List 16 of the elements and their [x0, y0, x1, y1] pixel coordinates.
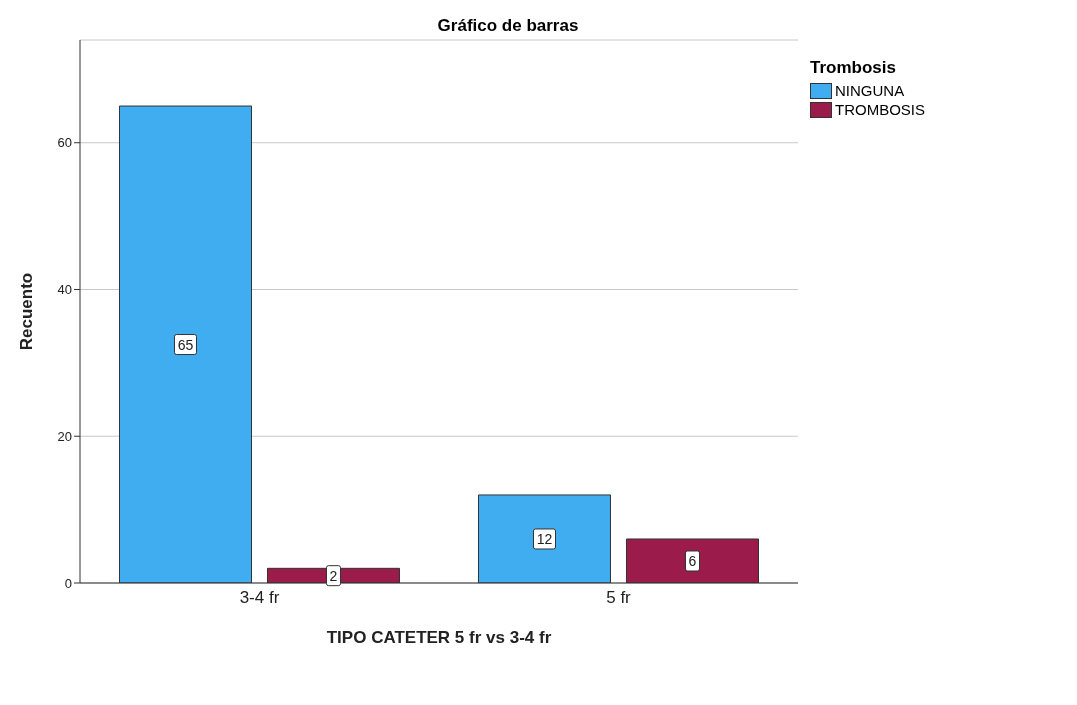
legend-label: TROMBOSIS [835, 101, 926, 118]
y-tick-label: 60 [57, 135, 72, 151]
data-label: 12 [536, 530, 553, 547]
x-axis-title: TIPO CATETER 5 fr vs 3-4 fr [326, 628, 552, 647]
x-tick-label: 3-4 fr [239, 588, 280, 608]
legend-title: Trombosis [810, 58, 897, 78]
x-tick-label: 5 fr [606, 588, 632, 608]
y-axis-title: Recuento [17, 272, 37, 351]
data-label: 2 [329, 567, 338, 584]
chart-title: Gráfico de barras [436, 16, 580, 36]
y-tick-label: 20 [57, 428, 72, 444]
legend-label: NINGUNA [835, 82, 905, 99]
data-label: 6 [688, 552, 697, 569]
y-tick-label: 40 [57, 282, 72, 298]
data-label: 65 [177, 336, 194, 353]
y-tick-label: 0 [64, 575, 72, 591]
